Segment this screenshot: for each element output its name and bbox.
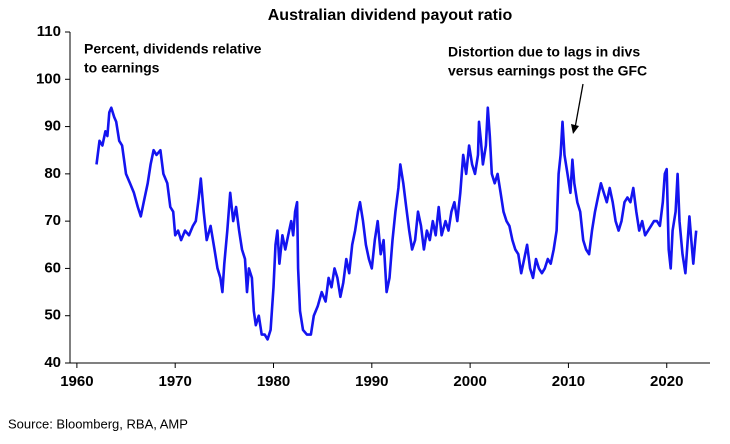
annotation: versus earnings post the GFC (448, 63, 647, 79)
y-tick-label: 100 (36, 70, 61, 87)
y-tick-label: 60 (44, 259, 61, 276)
x-tick-label: 1990 (355, 373, 388, 390)
annotation: to earnings (84, 60, 160, 76)
x-tick-label: 1960 (60, 373, 93, 390)
y-tick-label: 90 (44, 118, 61, 135)
y-tick-label: 50 (44, 307, 61, 324)
x-tick-label: 2010 (552, 373, 585, 390)
chart-title: Australian dividend payout ratio (268, 7, 513, 24)
x-tick-label: 2000 (453, 373, 486, 390)
annotation: Distortion due to lags in divs (448, 44, 640, 60)
y-tick-label: 70 (44, 212, 61, 229)
line (95, 106, 698, 341)
annotation: Percent, dividends relative (84, 41, 262, 57)
arrow (574, 83, 584, 129)
x-tick-label: 1980 (257, 373, 290, 390)
y-tick-label: 110 (37, 23, 61, 40)
y-tick-label: 80 (44, 165, 61, 182)
y-tick-label: 40 (44, 354, 61, 371)
arrow-head (571, 124, 579, 134)
source: Source: Bloomberg, RBA, AMP (8, 416, 188, 431)
x-tick-label: 1970 (159, 373, 192, 390)
x-tick-label: 2020 (650, 373, 683, 390)
